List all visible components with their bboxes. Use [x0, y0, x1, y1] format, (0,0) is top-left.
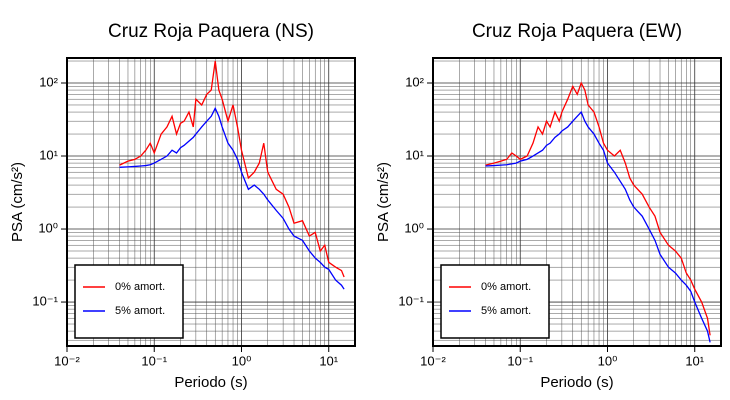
chart-title: Cruz Roja Paquera (EW) [472, 21, 682, 42]
chart-title: Cruz Roja Paquera (NS) [108, 21, 314, 42]
plot-frame [432, 57, 722, 347]
x-tick-label: 10⁻¹ [507, 353, 533, 368]
series-line [119, 60, 345, 278]
x-tick-label: 10¹ [319, 353, 338, 368]
y-axis-label: PSA (cm/s²) [9, 162, 26, 242]
x-tick-label: 10⁰ [598, 353, 618, 368]
chart-panel: 10⁻² 10⁻¹ 10⁰ 10¹ 10⁻¹ 10⁰ 10¹ 10² Cruz Roja Paq… [375, 21, 722, 391]
y-tick-label: 10⁰ [404, 220, 424, 235]
y-tick-label: 10¹ [39, 147, 58, 162]
x-tick-label: 10⁻² [54, 353, 80, 368]
series-line [119, 106, 345, 290]
legend-box [440, 264, 550, 339]
legend-label: 0% amort. [481, 281, 531, 293]
x-axis-label: Periodo (s) [174, 374, 247, 391]
y-tick-label: 10⁻¹ [398, 293, 424, 308]
legend: 0% amort. 5% amort. [440, 264, 550, 339]
x-tick-label: 10⁻¹ [141, 353, 167, 368]
y-tick-label: 10⁰ [38, 220, 58, 235]
plot-frame [66, 57, 356, 347]
y-axis-label: PSA (cm/s²) [375, 162, 392, 242]
y-tick-label: 10⁻¹ [32, 293, 58, 308]
x-tick-label: 10⁻² [420, 353, 446, 368]
x-axis-label: Periodo (s) [540, 374, 613, 391]
y-tick-label: 10¹ [405, 147, 424, 162]
legend-box [74, 264, 184, 339]
legend-label: 5% amort. [481, 305, 531, 317]
legend-label: 0% amort. [115, 281, 165, 293]
x-tick-label: 10⁰ [232, 353, 252, 368]
chart-panel: 10⁻² 10⁻¹ 10⁰ 10¹ 10⁻¹ 10⁰ 10¹ 10² Cruz Roja Paq… [9, 21, 356, 391]
x-tick-label: 10¹ [685, 353, 704, 368]
series-line [485, 81, 711, 336]
series-line [485, 110, 711, 343]
y-tick-label: 10² [39, 74, 58, 89]
y-tick-label: 10² [405, 74, 424, 89]
legend-label: 5% amort. [115, 305, 165, 317]
legend: 0% amort. 5% amort. [74, 264, 184, 339]
